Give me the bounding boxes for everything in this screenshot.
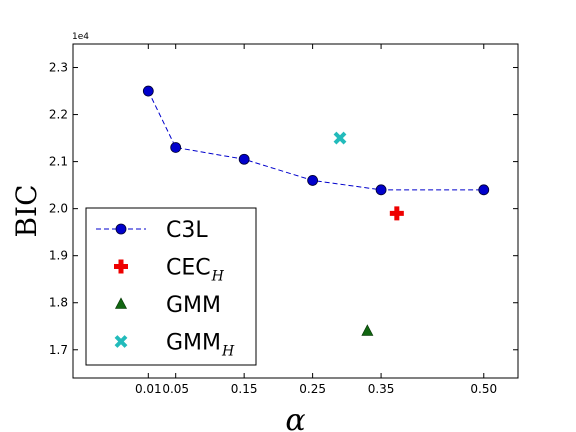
legend-marker-stroke-b [114,335,128,348]
y-tick-label: 2.1 [49,155,68,169]
legend-marker [114,259,128,274]
legend-item: CEC H [114,256,225,285]
data-point [142,85,154,97]
data-point [375,184,387,196]
legend-label-subscript: H [211,269,225,285]
series-2 [361,324,374,336]
legend-label: C3L [166,218,208,243]
legend-label: CEC [166,256,211,281]
legend-label: GMM [166,293,221,318]
y-tick-label: 1.7 [49,343,68,357]
series-line [147,90,484,191]
data-point [307,175,319,186]
legend-box [85,207,257,366]
data-point [389,206,404,221]
y-tick-label: 1.8 [49,296,68,310]
data-point [333,131,347,145]
x-tick-label: 0.05 [162,382,189,396]
legend-marker [115,297,127,309]
x-tick-label: 0.01 [135,382,162,396]
y-tick-label: 2.3 [49,61,68,75]
plot-area-border [72,43,519,379]
x-tick-label: 0.35 [368,382,395,396]
data-point [238,153,250,165]
x-tick-label: 0.50 [470,382,497,396]
series-0 [142,85,490,196]
tick-layer: 0.01 0.05 0.15 0.25 0.35 0.50 1.7 1.8 1.9 2.0 2.1 2… [49,44,518,396]
y-multiplier-label: 1e4 [72,32,89,42]
y-tick-label: 2.2 [49,108,68,122]
legend-marker [115,223,127,235]
series-3 [333,131,347,145]
x-tick-label: 0.15 [231,382,258,396]
legend-label: GMM [166,331,221,356]
data-point-stroke-b [333,131,347,145]
x-tick-label: 0.25 [299,382,326,396]
legend-item: GMM [115,293,221,318]
plot-layer [142,85,490,336]
y-tick-label: 2.0 [49,202,68,216]
series-1 [389,206,404,221]
legend-item: GMM H [114,331,235,360]
data-point [361,324,374,336]
data-point [478,184,490,196]
legend-marker [114,335,128,348]
axes-frame [72,43,519,379]
data-point [170,142,182,153]
legend-label-subscript: H [221,344,235,360]
legend-item: C3L [96,218,208,243]
y-tick-label: 1.9 [49,249,68,263]
y-axis-label: BIC [10,184,43,237]
x-axis-label: α [285,403,305,432]
